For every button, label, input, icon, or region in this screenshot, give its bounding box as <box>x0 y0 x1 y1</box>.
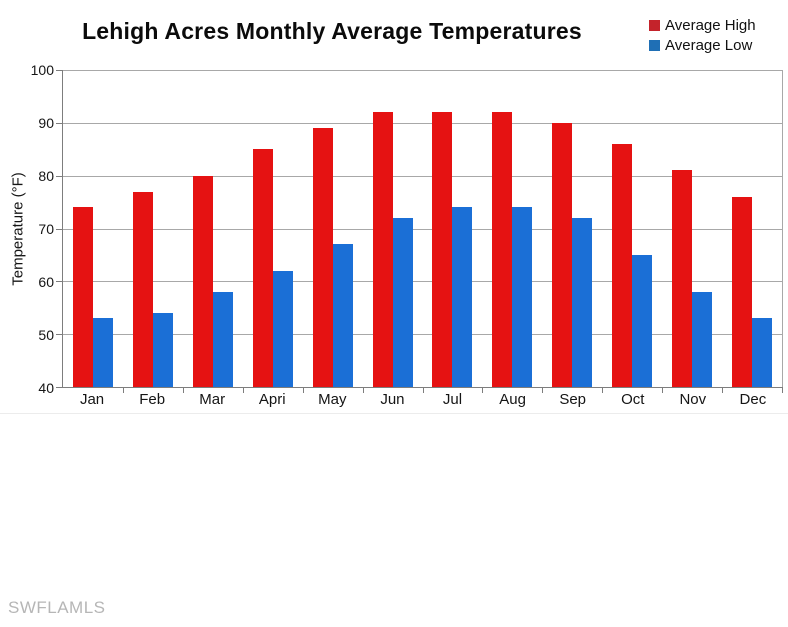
x-tick-mark <box>182 387 184 393</box>
legend-swatch-icon <box>649 19 660 31</box>
x-tick-mark <box>422 387 424 393</box>
bar-group-apri <box>243 70 303 387</box>
y-tick-label-50: 50 <box>38 327 54 343</box>
x-tick-label-feb: Feb <box>139 391 166 408</box>
y-tick-label-100: 100 <box>30 62 54 78</box>
y-tick-mark <box>56 387 63 388</box>
bar-average-low-oct <box>632 254 653 387</box>
bar-average-low-mar <box>212 291 233 387</box>
bar-average-high-sep <box>552 122 573 387</box>
x-tick-mark <box>302 387 304 393</box>
x-tick-mark <box>542 387 544 393</box>
legend: Average High Average Low <box>649 15 756 55</box>
bar-average-low-jun <box>392 217 413 387</box>
bar-average-low-feb <box>152 313 173 387</box>
bar-average-low-dec <box>752 318 773 387</box>
x-tick-mark <box>782 387 783 393</box>
x-tick-label-may: May <box>318 391 347 408</box>
bar-average-low-aug <box>512 207 533 387</box>
y-tick-mark <box>56 334 63 336</box>
legend-label: Average High <box>665 16 756 34</box>
y-tick-label-90: 90 <box>38 115 54 131</box>
x-tick-mark <box>662 387 664 393</box>
gridline-100 <box>63 70 782 71</box>
legend-swatch-icon <box>649 39 660 51</box>
bar-group-mar <box>183 70 243 387</box>
x-tick-label-mar: Mar <box>199 391 226 408</box>
y-tick-mark <box>56 281 63 283</box>
bar-average-high-oct <box>612 143 633 387</box>
gridline-70 <box>63 228 782 230</box>
y-tick-label-40: 40 <box>38 380 54 396</box>
bar-group-oct <box>602 70 662 387</box>
x-tick-mark <box>602 387 604 393</box>
bar-average-low-may <box>332 244 353 387</box>
bar-average-high-jul <box>432 112 453 387</box>
bar-group-aug <box>482 70 542 387</box>
x-tick-mark <box>362 387 364 393</box>
x-tick-label-sep: Sep <box>559 391 587 408</box>
bar-average-high-dec <box>732 196 753 387</box>
y-tick-label-60: 60 <box>38 274 54 290</box>
y-tick-label-70: 70 <box>38 221 54 237</box>
y-axis-labels: 100 90 80 70 60 50 40 <box>0 62 62 396</box>
plot-area <box>56 70 783 393</box>
legend-item-average-high: Average High <box>649 15 756 35</box>
x-tick-mark <box>482 387 484 393</box>
bar-average-high-apri <box>252 149 273 387</box>
x-tick-label-aug: Aug <box>499 391 526 408</box>
bar-group-sep <box>542 70 602 387</box>
bar-group-jul <box>423 70 483 387</box>
bar-average-high-jun <box>372 112 393 387</box>
bar-average-low-sep <box>572 217 593 387</box>
y-tick-mark <box>56 70 63 71</box>
x-tick-mark <box>122 387 124 393</box>
bar-group-may <box>303 70 363 387</box>
x-tick-label-oct: Oct <box>621 391 645 408</box>
chart-title: Lehigh Acres Monthly Average Temperature… <box>82 18 582 44</box>
y-tick-label-80: 80 <box>38 168 54 184</box>
bar-group-jan <box>63 70 123 387</box>
bar-average-high-may <box>312 128 333 387</box>
x-tick-label-dec: Dec <box>739 391 767 408</box>
x-axis-labels: Jan Feb Mar Apri May Jun Jul Aug Sep Oct Nov Dec <box>62 391 783 409</box>
legend-label: Average Low <box>665 36 753 54</box>
legend-item-average-low: Average Low <box>649 35 756 55</box>
x-tick-label-jul: Jul <box>442 391 463 408</box>
chart-bottom-edge <box>0 413 788 414</box>
watermark: SWFLAMLS <box>8 598 106 617</box>
x-tick-label-nov: Nov <box>679 391 707 408</box>
y-tick-mark <box>56 122 63 124</box>
bar-group-dec <box>722 70 782 387</box>
gridline-60 <box>63 281 782 283</box>
x-tick-mark <box>722 387 724 393</box>
bar-group-feb <box>123 70 183 387</box>
bar-average-high-aug <box>492 112 513 387</box>
x-tick-label-jun: Jun <box>380 391 405 408</box>
bar-average-high-nov <box>672 170 693 387</box>
gridline-80 <box>63 175 782 177</box>
bar-average-low-apri <box>272 270 293 387</box>
bar-group-jun <box>363 70 423 387</box>
bar-group-nov <box>662 70 722 387</box>
bar-average-high-jan <box>72 207 93 387</box>
y-tick-mark <box>56 175 63 177</box>
bar-average-low-nov <box>692 291 713 387</box>
gridline-90 <box>63 122 782 124</box>
bar-average-high-feb <box>132 191 153 387</box>
x-tick-label-apri: Apri <box>258 391 286 408</box>
y-tick-mark <box>56 228 63 230</box>
bar-average-low-jan <box>92 318 113 387</box>
x-tick-label-jan: Jan <box>79 391 105 408</box>
bar-average-low-jul <box>452 207 473 387</box>
x-tick-mark <box>242 387 244 393</box>
gridline-50 <box>63 334 782 336</box>
bar-groups <box>63 70 782 387</box>
bar-average-high-mar <box>192 175 213 387</box>
